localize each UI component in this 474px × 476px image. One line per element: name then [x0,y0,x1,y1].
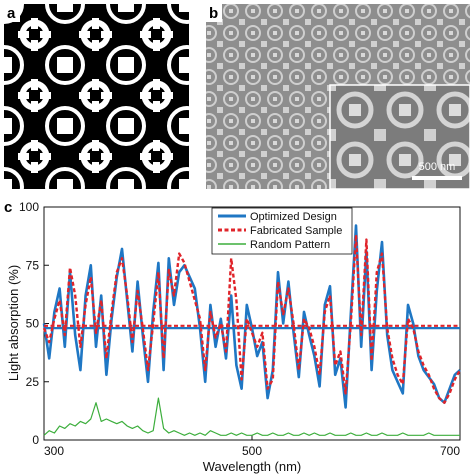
panel-b-label: b [209,5,218,22]
x-tick-label: 700 [440,444,460,458]
legend-label-0: Optimized Design [250,211,337,223]
series-line-1 [42,233,462,404]
panel-c-label: c [4,199,12,216]
y-tick-label: 75 [26,258,40,272]
panel-a: a [4,4,189,189]
series-line-2 [43,397,460,436]
panel-b-label-bg [206,4,222,22]
x-ticks: 300 500 700 [43,435,461,458]
y-tick-label: 100 [19,200,39,214]
sem-inset [329,84,471,190]
y-tick-label: 25 [26,375,40,389]
panel-a-label: a [7,5,16,22]
y-axis-label: Light absorption (%) [6,265,21,381]
panel-a-label-bg [4,4,20,22]
x-axis-label: Wavelength (nm) [203,459,302,474]
y-ticks: 0 25 50 75 100 [19,200,49,447]
legend: Optimized Design Fabricated Sample Random … [211,207,353,255]
panel-b: 500 nm b [206,4,471,190]
x-tick-label: 300 [44,444,64,458]
series-layer [42,224,462,436]
scale-bar [412,176,462,180]
design-mask [4,4,189,189]
y-tick-label: 50 [26,317,40,331]
legend-label-1: Fabricated Sample [250,225,342,237]
legend-label-2: Random Pattern [250,239,330,251]
y-tick-label: 0 [32,433,39,447]
scale-bar-label: 500 nm [419,161,456,173]
x-tick-label: 500 [242,444,262,458]
panel-c: c 0 25 50 75 100 300 500 700 Wavelength (nm) L… [4,199,462,474]
